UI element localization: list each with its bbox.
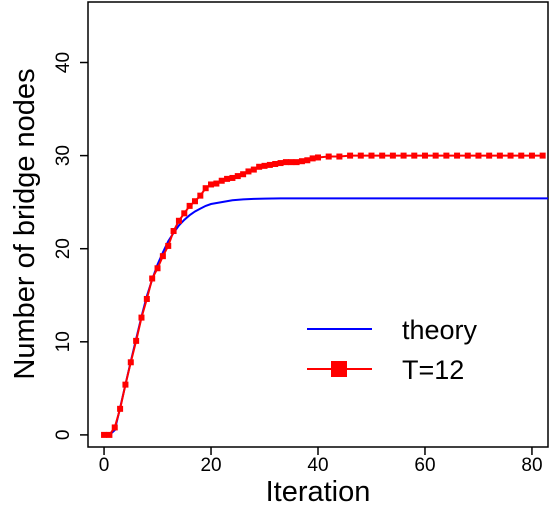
- data-point-marker: [528, 152, 535, 159]
- data-point-marker: [170, 228, 177, 235]
- data-point-marker: [122, 381, 129, 388]
- y-axis: 0 10 20 30 40: [53, 52, 88, 440]
- data-point-marker: [127, 359, 134, 366]
- y-tick-label: 30: [53, 145, 74, 166]
- data-point-marker: [432, 152, 439, 159]
- data-point-marker: [256, 163, 263, 170]
- data-point-marker: [154, 265, 161, 272]
- data-point-marker: [202, 185, 209, 192]
- x-tick-label: 0: [99, 455, 110, 476]
- data-point-marker: [277, 160, 284, 167]
- y-tick-label: 0: [53, 430, 74, 441]
- data-point-marker: [309, 155, 316, 162]
- series-layer: [101, 152, 548, 438]
- x-tick-label: 80: [521, 455, 542, 476]
- data-point-marker: [379, 152, 386, 159]
- x-axis-title: Iteration: [266, 476, 371, 508]
- data-point-marker: [464, 152, 471, 159]
- legend-label-theory: theory: [402, 315, 478, 345]
- data-point-marker: [443, 152, 450, 159]
- data-point-marker: [143, 295, 150, 302]
- x-tick-label: 40: [307, 455, 328, 476]
- data-point-marker: [315, 154, 321, 161]
- data-point-marker: [149, 275, 156, 282]
- data-point-marker: [347, 152, 354, 159]
- data-point-marker: [282, 159, 289, 166]
- data-point-marker: [298, 158, 305, 165]
- y-tick-label: 10: [53, 331, 74, 352]
- data-point-marker: [368, 152, 375, 159]
- data-point-marker: [106, 431, 113, 438]
- data-point-marker: [181, 210, 188, 217]
- data-point-marker: [475, 152, 482, 159]
- x-axis: 0 20 40 60 80: [99, 447, 543, 476]
- data-point-marker: [304, 157, 311, 164]
- data-point-marker: [357, 152, 364, 159]
- data-point-marker: [138, 314, 145, 321]
- data-point-marker: [240, 171, 247, 178]
- data-point-marker: [186, 202, 193, 209]
- data-point-marker: [175, 217, 182, 224]
- data-point-marker: [191, 198, 198, 205]
- data-point-marker: [288, 159, 295, 166]
- x-tick-label: 60: [414, 455, 435, 476]
- data-point-marker: [518, 152, 525, 159]
- data-point-marker: [454, 152, 461, 159]
- data-point-marker: [421, 152, 428, 159]
- data-point-marker: [111, 424, 118, 431]
- data-point-marker: [159, 253, 166, 260]
- data-point-marker: [250, 166, 257, 173]
- data-point-marker: [411, 152, 418, 159]
- data-point-marker: [229, 174, 236, 181]
- legend-marker-t12: [331, 361, 347, 377]
- data-point-marker: [101, 431, 108, 438]
- data-point-marker: [266, 161, 273, 168]
- data-point-marker: [272, 160, 279, 167]
- data-point-marker: [336, 153, 343, 160]
- data-point-marker: [234, 173, 241, 180]
- data-point-marker: [261, 162, 268, 169]
- data-point-marker: [213, 180, 220, 187]
- data-point-marker: [400, 152, 407, 159]
- data-point-marker: [293, 159, 300, 166]
- data-point-marker: [208, 181, 215, 188]
- y-tick-label: 40: [53, 52, 74, 73]
- data-point-marker: [117, 405, 124, 412]
- data-point-marker: [539, 152, 546, 159]
- legend-label-t12: T=12: [402, 355, 464, 385]
- data-point-marker: [389, 152, 396, 159]
- plot-frame: [87, 1, 549, 448]
- data-point-marker: [197, 192, 204, 199]
- x-tick-label: 20: [200, 455, 221, 476]
- data-point-marker: [496, 152, 503, 159]
- data-point-marker: [165, 242, 172, 249]
- data-point-marker: [325, 153, 332, 160]
- legend: theory T=12: [307, 315, 478, 385]
- data-point-marker: [224, 175, 231, 182]
- data-point-marker: [507, 152, 514, 159]
- y-axis-title: Number of bridge nodes: [9, 68, 41, 379]
- data-point-marker: [133, 337, 140, 344]
- y-tick-label: 20: [53, 238, 74, 259]
- data-point-marker: [218, 177, 225, 184]
- data-point-marker: [486, 152, 493, 159]
- data-point-marker: [245, 168, 252, 175]
